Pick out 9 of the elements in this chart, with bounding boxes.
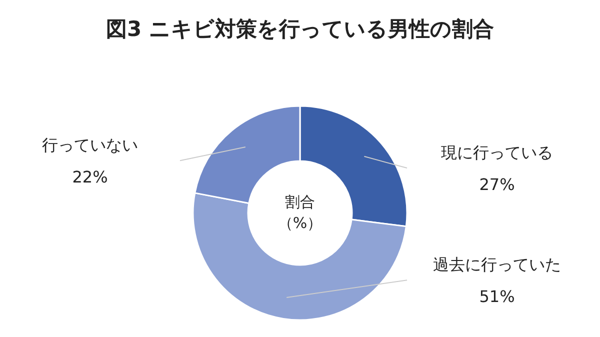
- data-label: 51%: [479, 287, 515, 306]
- data-label: 22%: [72, 168, 108, 187]
- text: 割合: [285, 193, 315, 211]
- slice-label: 行っていない: [42, 136, 138, 155]
- slice-label: 現に行っている: [441, 143, 553, 162]
- data-label: 27%: [479, 175, 515, 194]
- chart-title: 図3 ニキビ対策を行っている男性の割合: [106, 17, 494, 41]
- text: （%）: [278, 214, 322, 232]
- slice-label: 過去に行っていた: [433, 255, 561, 274]
